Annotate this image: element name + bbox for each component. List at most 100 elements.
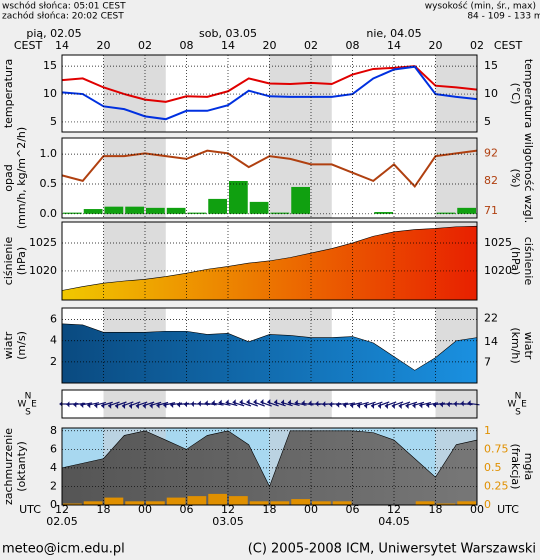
- bar: [270, 212, 290, 214]
- axis-label-right: (%): [509, 168, 522, 187]
- wind-arrow-head: [204, 400, 208, 407]
- y-tick-label: 8: [50, 424, 57, 437]
- y-tick-label: 10: [43, 87, 57, 100]
- compass-letter: E: [521, 400, 527, 410]
- elevation: 84 - 109 - 133 m: [467, 12, 540, 22]
- utc-title: UTC: [497, 503, 519, 516]
- bar: [457, 501, 476, 505]
- y2-tick-label: 0.5: [484, 461, 502, 474]
- day-label: nie, 04.05: [366, 27, 421, 40]
- wind-arrow-head: [177, 401, 181, 408]
- wind-arrow-head: [439, 401, 443, 408]
- wind-arrow-head: [384, 403, 388, 410]
- cest-hour: 08: [346, 39, 360, 52]
- wind-arrow-head: [274, 399, 278, 406]
- bar: [83, 501, 103, 505]
- cest-hour: 14: [55, 39, 69, 52]
- bar: [83, 209, 103, 214]
- utc-hour: 18: [97, 503, 111, 516]
- line: [61, 65, 478, 121]
- compass-letter: W: [18, 400, 27, 410]
- y-tick-label-right: 5: [484, 115, 491, 128]
- bar: [332, 501, 352, 505]
- bar: [436, 503, 456, 505]
- y2-tick-label: 0.25: [484, 479, 509, 492]
- y2-tick-label: 7: [484, 355, 491, 368]
- cest-hour: 02: [304, 39, 318, 52]
- bar: [249, 201, 269, 214]
- y-tick-label: 1020: [29, 264, 57, 277]
- wind-arrow-head: [377, 403, 381, 410]
- bar: [208, 198, 227, 214]
- wind-arrow-head: [364, 402, 368, 409]
- wind-arrow-head: [122, 403, 126, 410]
- wind-arrow-head: [267, 399, 271, 406]
- wind-arrow-head: [197, 400, 201, 407]
- bar: [104, 497, 124, 505]
- plot-frame: [61, 307, 478, 384]
- wind-arrow-head: [371, 402, 375, 409]
- wind-arrow-head: [108, 402, 112, 409]
- axis-label-right: (°C): [509, 83, 522, 105]
- wind-arrow-head: [412, 402, 416, 409]
- bar: [415, 501, 435, 505]
- y-tick-label-right: 1025: [484, 236, 512, 249]
- y-tick-label: 2: [50, 355, 57, 368]
- bar: [457, 207, 476, 214]
- y-tick-label: 5: [50, 115, 57, 128]
- y2-tick-label: 92: [484, 146, 498, 159]
- wind-arrow-head: [156, 402, 160, 409]
- compass-letter: N: [515, 392, 522, 402]
- y-tick-label: 4: [50, 334, 57, 347]
- y-tick-label: 0.0: [40, 207, 58, 220]
- y-tick-label: 6: [50, 442, 57, 455]
- wind-arrow-head: [433, 401, 437, 408]
- day-label: sob, 03.05: [199, 27, 257, 40]
- night-band: [435, 138, 477, 218]
- axis-label-left: (m/s): [15, 331, 28, 360]
- bar: [166, 207, 186, 214]
- utc-hour: 12: [221, 503, 235, 516]
- sunrise: wschód słońca: 05:01 CEST: [2, 1, 126, 12]
- y2-tick-label: 82: [484, 174, 498, 187]
- utc-hour: 06: [346, 503, 360, 516]
- wind-arrow-head: [405, 402, 409, 409]
- bar: [63, 503, 82, 505]
- y2-tick-label: 1: [484, 424, 491, 437]
- bar: [125, 206, 144, 214]
- utc-hour: 06: [180, 503, 194, 516]
- bar: [146, 501, 165, 505]
- axis-label-left: ciśnienie: [2, 237, 15, 286]
- wind-arrow-head: [149, 402, 153, 409]
- elevation-title: wysokość (min, śr., max): [425, 1, 536, 12]
- wind-arrow-head: [163, 402, 167, 409]
- wind-arrow-head: [80, 402, 84, 409]
- y2-tick-label: 0.75: [484, 442, 509, 455]
- area: [61, 225, 478, 301]
- night-band: [103, 55, 166, 132]
- axis-label-left: zachmurzenie: [2, 428, 15, 505]
- y-tick-label: 2: [50, 479, 57, 492]
- plot-frame: [61, 137, 478, 219]
- night-band: [103, 138, 166, 218]
- utc-hour: 12: [55, 503, 69, 516]
- wind-arrow-head: [260, 398, 264, 405]
- area: [61, 430, 478, 506]
- wind-arrow-head: [329, 401, 333, 408]
- axis-label-right: (frakcja): [509, 444, 522, 490]
- axis-label-right: ciśnienie: [522, 237, 535, 286]
- wind-arrow-head: [301, 400, 305, 407]
- wind-arrow-head: [101, 402, 105, 409]
- y2-tick-label: 0: [484, 498, 491, 511]
- cest-hour: 14: [221, 39, 235, 52]
- wind-arrow-head: [218, 399, 222, 406]
- date-label: 04.05: [378, 515, 410, 528]
- wind-arrow-head: [239, 399, 243, 406]
- wind-arrow-head: [315, 400, 319, 407]
- y-tick-label-right: 10: [484, 87, 498, 100]
- wind-arrow-head: [419, 402, 423, 409]
- wind-arrow-head: [142, 402, 146, 409]
- wind-arrow-head: [398, 402, 402, 409]
- wind-arrow-head: [253, 398, 257, 405]
